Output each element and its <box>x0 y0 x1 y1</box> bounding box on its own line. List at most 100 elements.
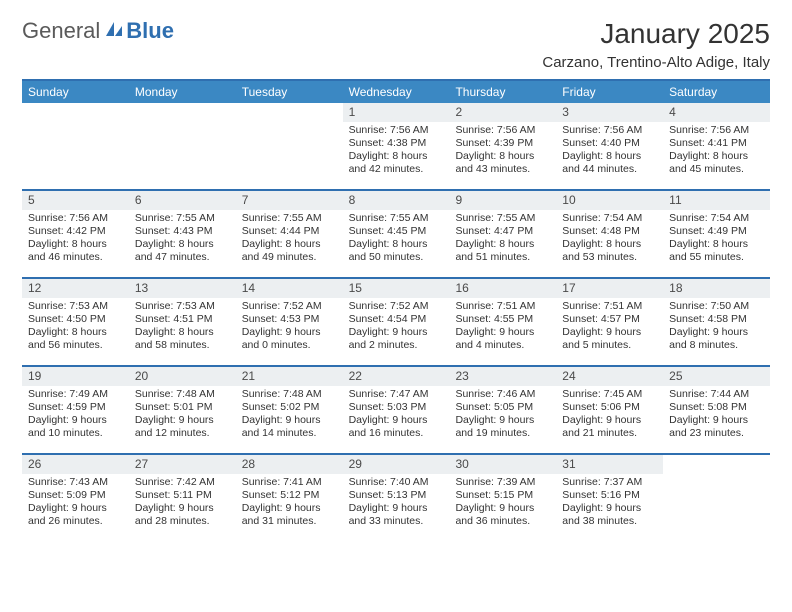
dayhead-wednesday: Wednesday <box>343 81 450 103</box>
day-number: 22 <box>343 367 450 386</box>
logo-text-blue: Blue <box>126 18 174 44</box>
day-detail-text: Sunrise: 7:48 AMSunset: 5:01 PMDaylight:… <box>129 386 236 445</box>
logo-sail-icon <box>104 18 124 44</box>
day-number: 15 <box>343 279 450 298</box>
day-number: 18 <box>663 279 770 298</box>
location: Carzano, Trentino-Alto Adige, Italy <box>542 54 770 71</box>
day-cell: 6Sunrise: 7:55 AMSunset: 4:43 PMDaylight… <box>129 191 236 277</box>
day-number: 31 <box>556 455 663 474</box>
calendar-body: 1Sunrise: 7:56 AMSunset: 4:38 PMDaylight… <box>22 103 770 541</box>
day-detail-text: Sunrise: 7:54 AMSunset: 4:48 PMDaylight:… <box>556 210 663 269</box>
title-block: January 2025 Carzano, Trentino-Alto Adig… <box>542 18 770 71</box>
day-cell <box>663 455 770 541</box>
dayhead-friday: Friday <box>556 81 663 103</box>
day-number: 8 <box>343 191 450 210</box>
day-cell <box>129 103 236 189</box>
day-detail-text: Sunrise: 7:56 AMSunset: 4:41 PMDaylight:… <box>663 122 770 181</box>
day-cell: 3Sunrise: 7:56 AMSunset: 4:40 PMDaylight… <box>556 103 663 189</box>
logo-text-general: General <box>22 18 100 44</box>
day-detail-text: Sunrise: 7:43 AMSunset: 5:09 PMDaylight:… <box>22 474 129 533</box>
day-detail-text: Sunrise: 7:46 AMSunset: 5:05 PMDaylight:… <box>449 386 556 445</box>
day-number: 13 <box>129 279 236 298</box>
day-number: 29 <box>343 455 450 474</box>
week-row: 12Sunrise: 7:53 AMSunset: 4:50 PMDayligh… <box>22 279 770 367</box>
day-detail-text: Sunrise: 7:45 AMSunset: 5:06 PMDaylight:… <box>556 386 663 445</box>
day-detail-text: Sunrise: 7:55 AMSunset: 4:43 PMDaylight:… <box>129 210 236 269</box>
day-cell: 31Sunrise: 7:37 AMSunset: 5:16 PMDayligh… <box>556 455 663 541</box>
day-number: 4 <box>663 103 770 122</box>
day-cell: 17Sunrise: 7:51 AMSunset: 4:57 PMDayligh… <box>556 279 663 365</box>
day-cell: 30Sunrise: 7:39 AMSunset: 5:15 PMDayligh… <box>449 455 556 541</box>
day-cell <box>236 103 343 189</box>
calendar-header-row: Sunday Monday Tuesday Wednesday Thursday… <box>22 79 770 103</box>
day-cell: 10Sunrise: 7:54 AMSunset: 4:48 PMDayligh… <box>556 191 663 277</box>
day-detail-text: Sunrise: 7:52 AMSunset: 4:53 PMDaylight:… <box>236 298 343 357</box>
day-cell: 20Sunrise: 7:48 AMSunset: 5:01 PMDayligh… <box>129 367 236 453</box>
day-detail-text: Sunrise: 7:55 AMSunset: 4:47 PMDaylight:… <box>449 210 556 269</box>
day-cell: 11Sunrise: 7:54 AMSunset: 4:49 PMDayligh… <box>663 191 770 277</box>
day-detail-text: Sunrise: 7:44 AMSunset: 5:08 PMDaylight:… <box>663 386 770 445</box>
day-detail-text: Sunrise: 7:41 AMSunset: 5:12 PMDaylight:… <box>236 474 343 533</box>
day-number: 28 <box>236 455 343 474</box>
day-cell <box>22 103 129 189</box>
day-number: 3 <box>556 103 663 122</box>
day-detail-text: Sunrise: 7:56 AMSunset: 4:40 PMDaylight:… <box>556 122 663 181</box>
day-detail-text: Sunrise: 7:48 AMSunset: 5:02 PMDaylight:… <box>236 386 343 445</box>
day-number: 7 <box>236 191 343 210</box>
day-detail-text: Sunrise: 7:51 AMSunset: 4:57 PMDaylight:… <box>556 298 663 357</box>
dayhead-saturday: Saturday <box>663 81 770 103</box>
day-detail-text: Sunrise: 7:49 AMSunset: 4:59 PMDaylight:… <box>22 386 129 445</box>
day-detail-text: Sunrise: 7:56 AMSunset: 4:38 PMDaylight:… <box>343 122 450 181</box>
day-cell: 9Sunrise: 7:55 AMSunset: 4:47 PMDaylight… <box>449 191 556 277</box>
day-number: 25 <box>663 367 770 386</box>
day-number: 9 <box>449 191 556 210</box>
week-row: 1Sunrise: 7:56 AMSunset: 4:38 PMDaylight… <box>22 103 770 191</box>
day-detail-text: Sunrise: 7:54 AMSunset: 4:49 PMDaylight:… <box>663 210 770 269</box>
day-detail-text: Sunrise: 7:53 AMSunset: 4:51 PMDaylight:… <box>129 298 236 357</box>
day-cell: 23Sunrise: 7:46 AMSunset: 5:05 PMDayligh… <box>449 367 556 453</box>
day-number: 24 <box>556 367 663 386</box>
week-row: 26Sunrise: 7:43 AMSunset: 5:09 PMDayligh… <box>22 455 770 541</box>
day-detail-text: Sunrise: 7:53 AMSunset: 4:50 PMDaylight:… <box>22 298 129 357</box>
day-detail-text: Sunrise: 7:47 AMSunset: 5:03 PMDaylight:… <box>343 386 450 445</box>
dayhead-sunday: Sunday <box>22 81 129 103</box>
day-cell: 7Sunrise: 7:55 AMSunset: 4:44 PMDaylight… <box>236 191 343 277</box>
day-cell: 22Sunrise: 7:47 AMSunset: 5:03 PMDayligh… <box>343 367 450 453</box>
week-row: 19Sunrise: 7:49 AMSunset: 4:59 PMDayligh… <box>22 367 770 455</box>
day-cell: 19Sunrise: 7:49 AMSunset: 4:59 PMDayligh… <box>22 367 129 453</box>
day-cell: 8Sunrise: 7:55 AMSunset: 4:45 PMDaylight… <box>343 191 450 277</box>
day-number: 1 <box>343 103 450 122</box>
day-cell: 24Sunrise: 7:45 AMSunset: 5:06 PMDayligh… <box>556 367 663 453</box>
day-detail-text: Sunrise: 7:42 AMSunset: 5:11 PMDaylight:… <box>129 474 236 533</box>
month-title: January 2025 <box>542 18 770 50</box>
day-cell: 12Sunrise: 7:53 AMSunset: 4:50 PMDayligh… <box>22 279 129 365</box>
day-cell: 18Sunrise: 7:50 AMSunset: 4:58 PMDayligh… <box>663 279 770 365</box>
day-number: 30 <box>449 455 556 474</box>
day-cell: 26Sunrise: 7:43 AMSunset: 5:09 PMDayligh… <box>22 455 129 541</box>
day-detail-text: Sunrise: 7:40 AMSunset: 5:13 PMDaylight:… <box>343 474 450 533</box>
day-number: 26 <box>22 455 129 474</box>
day-detail-text: Sunrise: 7:52 AMSunset: 4:54 PMDaylight:… <box>343 298 450 357</box>
header: General Blue January 2025 Carzano, Trent… <box>22 18 770 71</box>
logo: General Blue <box>22 18 174 44</box>
day-cell: 2Sunrise: 7:56 AMSunset: 4:39 PMDaylight… <box>449 103 556 189</box>
day-cell: 4Sunrise: 7:56 AMSunset: 4:41 PMDaylight… <box>663 103 770 189</box>
day-cell: 15Sunrise: 7:52 AMSunset: 4:54 PMDayligh… <box>343 279 450 365</box>
day-cell: 1Sunrise: 7:56 AMSunset: 4:38 PMDaylight… <box>343 103 450 189</box>
day-number: 20 <box>129 367 236 386</box>
day-number: 23 <box>449 367 556 386</box>
day-detail-text: Sunrise: 7:39 AMSunset: 5:15 PMDaylight:… <box>449 474 556 533</box>
day-number: 11 <box>663 191 770 210</box>
day-cell: 13Sunrise: 7:53 AMSunset: 4:51 PMDayligh… <box>129 279 236 365</box>
day-cell: 25Sunrise: 7:44 AMSunset: 5:08 PMDayligh… <box>663 367 770 453</box>
day-number: 17 <box>556 279 663 298</box>
day-detail-text: Sunrise: 7:55 AMSunset: 4:44 PMDaylight:… <box>236 210 343 269</box>
day-number: 2 <box>449 103 556 122</box>
day-cell: 21Sunrise: 7:48 AMSunset: 5:02 PMDayligh… <box>236 367 343 453</box>
day-detail-text: Sunrise: 7:37 AMSunset: 5:16 PMDaylight:… <box>556 474 663 533</box>
day-number: 16 <box>449 279 556 298</box>
week-row: 5Sunrise: 7:56 AMSunset: 4:42 PMDaylight… <box>22 191 770 279</box>
day-number: 27 <box>129 455 236 474</box>
day-cell: 14Sunrise: 7:52 AMSunset: 4:53 PMDayligh… <box>236 279 343 365</box>
day-number: 10 <box>556 191 663 210</box>
